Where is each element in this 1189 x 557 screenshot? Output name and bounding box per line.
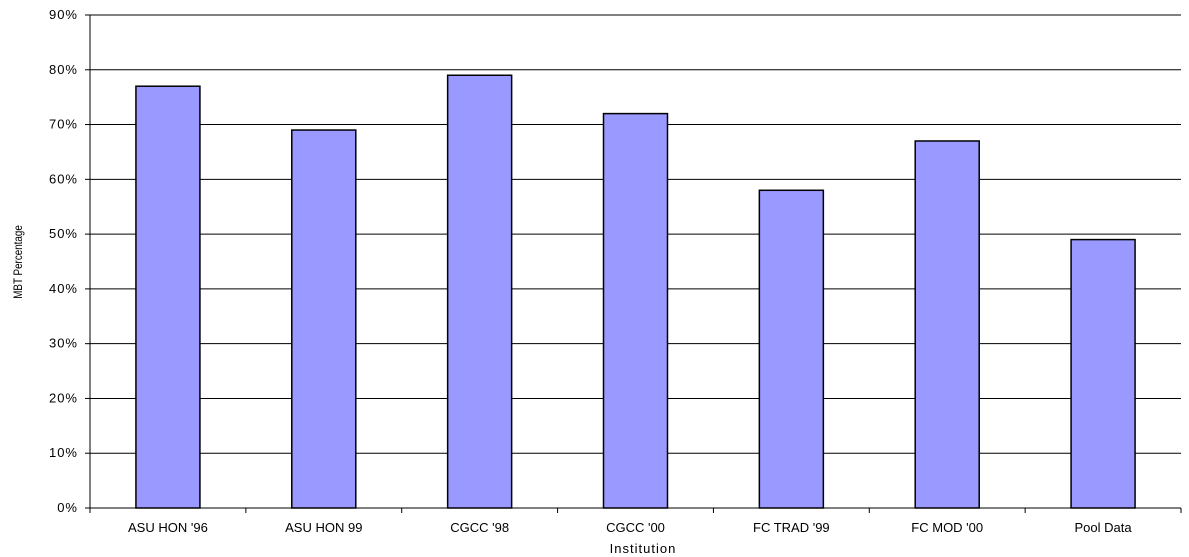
- x-tick-label: CGCC '00: [606, 520, 665, 535]
- y-tick-label: 80%: [49, 62, 78, 77]
- bar: [135, 85, 201, 509]
- y-tick-label: 60%: [49, 171, 78, 186]
- bar: [914, 140, 980, 509]
- axes: [85, 14, 1182, 513]
- x-tick-labels: ASU HON '96 ASU HON 99 CGCC '98 CGCC '00 FC …: [128, 520, 1132, 535]
- y-tick-label: 10%: [49, 445, 78, 460]
- bar: [602, 112, 669, 509]
- bar: [291, 129, 357, 509]
- x-tick-label: ASU HON '96: [128, 520, 208, 535]
- y-tick-labels: 0% 10% 20% 30% 40% 50% 60% 70% 80% 90%: [49, 7, 78, 515]
- y-axis-title: MBT Percentage: [12, 225, 25, 299]
- y-tick-label: 0%: [57, 500, 78, 515]
- y-tick-label: 90%: [49, 7, 78, 22]
- bar: [446, 74, 513, 509]
- x-tick-label: FC MOD '00: [911, 520, 983, 535]
- x-axis-title: Institution: [610, 541, 677, 556]
- bar: [758, 189, 825, 509]
- x-tick-label: ASU HON 99: [285, 520, 362, 535]
- y-tick-label: 50%: [49, 226, 78, 241]
- x-tick-label: CGCC '98: [450, 520, 509, 535]
- x-tick-label: Pool Data: [1075, 520, 1133, 535]
- y-tick-label: 20%: [49, 390, 78, 405]
- y-tick-label: 30%: [49, 336, 78, 351]
- bar: [1070, 238, 1136, 509]
- y-tick-label: 40%: [49, 281, 78, 296]
- y-tick-label: 70%: [49, 117, 78, 132]
- x-tick-label: FC TRAD '99: [753, 520, 830, 535]
- bars: [135, 74, 1136, 509]
